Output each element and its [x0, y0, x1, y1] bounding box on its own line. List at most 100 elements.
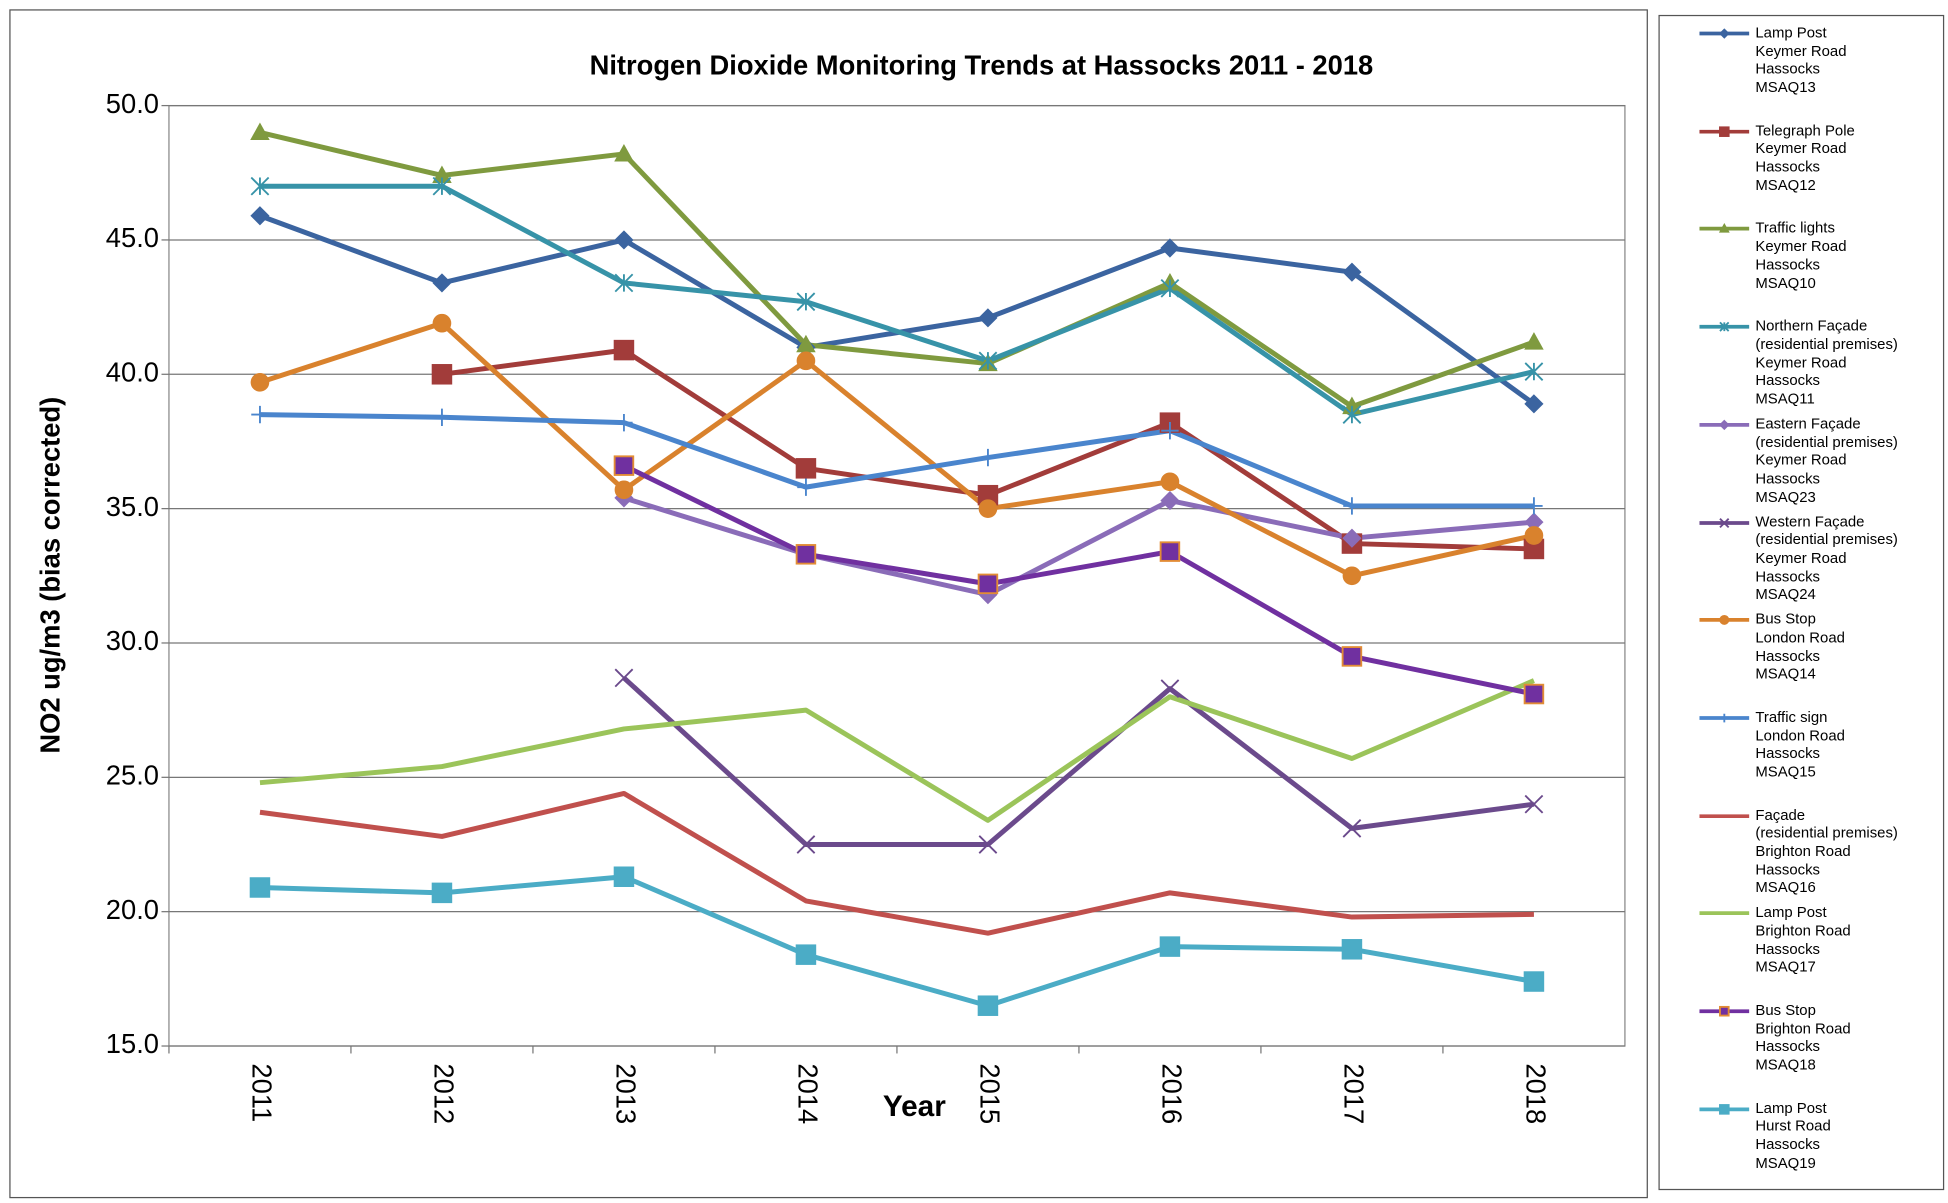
marker — [795, 544, 817, 565]
legend-label: Lamp Post Hurst Road Hassocks MSAQ19 — [1755, 1099, 1831, 1172]
legend-label: Lamp Post Brighton Road Hassocks MSAQ17 — [1755, 903, 1851, 976]
series-line — [259, 678, 1535, 823]
legend-label: Façade (residential premises) Brighton R… — [1755, 805, 1898, 897]
legend-entry: Lamp Post Brighton Road Hassocks MSAQ17 — [1660, 904, 1943, 998]
series-line — [259, 320, 1535, 579]
marker — [1719, 419, 1730, 430]
marker — [1719, 615, 1730, 626]
marker — [1160, 472, 1180, 492]
marker — [614, 480, 634, 500]
marker — [250, 176, 270, 196]
y-tick-label: 45.0 — [106, 222, 159, 253]
marker — [1719, 321, 1730, 332]
marker — [796, 351, 816, 371]
marker — [250, 206, 270, 226]
marker — [1160, 490, 1180, 511]
legend-entry: Bus Stop Brighton Road Hassocks MSAQ18 — [1660, 1001, 1943, 1095]
legend-entry: Façade (residential premises) Brighton R… — [1660, 806, 1943, 900]
marker — [1342, 262, 1362, 282]
x-tick-label: 2018 — [1521, 1063, 1552, 1124]
series-line — [259, 874, 1535, 1009]
marker — [432, 273, 452, 293]
marker — [1160, 679, 1180, 699]
marker — [1524, 794, 1544, 814]
marker — [614, 668, 634, 688]
marker — [1719, 1103, 1730, 1115]
legend-key — [1699, 517, 1750, 528]
x-axis-label: Year — [883, 1090, 946, 1123]
marker — [614, 230, 634, 250]
series-line — [259, 183, 1535, 418]
marker — [615, 413, 633, 432]
series-line — [259, 790, 1534, 936]
legend-key — [1699, 28, 1750, 39]
marker — [797, 478, 815, 496]
marker — [1524, 526, 1544, 545]
legend-label: Traffic lights Keymer Road Hassocks MSAQ… — [1755, 219, 1847, 292]
marker — [978, 351, 998, 371]
marker — [1524, 362, 1544, 381]
marker — [1342, 819, 1362, 838]
marker — [1719, 126, 1730, 137]
legend-key — [1699, 713, 1750, 723]
series-line — [259, 412, 1534, 509]
legend-entry: Telegraph Pole Keymer Road Hassocks MSAQ… — [1660, 121, 1943, 215]
marker — [977, 995, 999, 1016]
legend-label: Bus Stop London Road Hassocks MSAQ14 — [1755, 610, 1845, 683]
legend-label: Eastern Façade (residential premises) Ke… — [1755, 414, 1898, 506]
y-tick-label: 25.0 — [106, 760, 159, 791]
legend-label: Telegraph Pole Keymer Road Hassocks MSAQ… — [1755, 121, 1855, 194]
x-tick-label: 2017 — [1339, 1063, 1370, 1124]
marker — [1160, 278, 1180, 298]
marker — [431, 364, 453, 385]
legend-key — [1699, 419, 1750, 430]
legend-entry: Lamp Post Hurst Road Hassocks MSAQ19 — [1660, 1099, 1943, 1193]
marker — [796, 835, 816, 854]
marker — [1341, 646, 1363, 667]
marker — [433, 408, 451, 426]
y-tick-label: 35.0 — [106, 491, 159, 522]
marker — [614, 273, 634, 293]
legend-key — [1699, 615, 1750, 626]
marker — [613, 866, 635, 887]
marker — [1524, 332, 1544, 350]
marker — [1719, 1005, 1730, 1017]
marker — [795, 944, 817, 965]
y-axis-label: NO2 ug/m3 (bias corrected) — [34, 397, 65, 754]
marker — [795, 458, 817, 479]
marker — [978, 308, 998, 328]
marker — [249, 877, 271, 898]
y-tick-label: 15.0 — [106, 1028, 159, 1059]
marker — [1523, 971, 1545, 992]
marker — [1159, 541, 1181, 562]
y-tick-label: 30.0 — [106, 625, 159, 656]
legend-key — [1699, 1005, 1750, 1017]
marker — [1718, 223, 1730, 234]
legend-label: Western Façade (residential premises) Ke… — [1755, 512, 1898, 603]
marker — [1525, 497, 1543, 515]
legend-key — [1699, 223, 1750, 234]
marker — [1719, 517, 1730, 528]
chart-title: Nitrogen Dioxide Monitoring Trends at Ha… — [590, 49, 1374, 80]
marker — [1341, 939, 1363, 960]
series-line — [623, 495, 1535, 598]
legend: Lamp Post Keymer Road Hassocks MSAQ13 Tel… — [1658, 14, 1945, 1193]
marker — [978, 499, 998, 518]
marker — [250, 122, 270, 141]
x-tick-label: 2011 — [247, 1063, 278, 1122]
marker — [979, 448, 997, 467]
marker — [1159, 936, 1181, 957]
marker — [1342, 528, 1362, 548]
marker — [1342, 405, 1362, 424]
marker — [431, 882, 453, 904]
series-line — [622, 676, 1535, 847]
legend-entry: Traffic sign London Road Hassocks MSAQ15 — [1660, 708, 1943, 802]
x-tick-label: 2014 — [793, 1063, 824, 1124]
legend-label: Bus Stop Brighton Road Hassocks MSAQ18 — [1755, 1001, 1851, 1074]
series-line — [622, 463, 1535, 697]
legend-entry: Traffic lights Keymer Road Hassocks MSAQ… — [1660, 219, 1943, 313]
y-tick-label: 40.0 — [106, 357, 159, 388]
marker — [613, 339, 635, 361]
